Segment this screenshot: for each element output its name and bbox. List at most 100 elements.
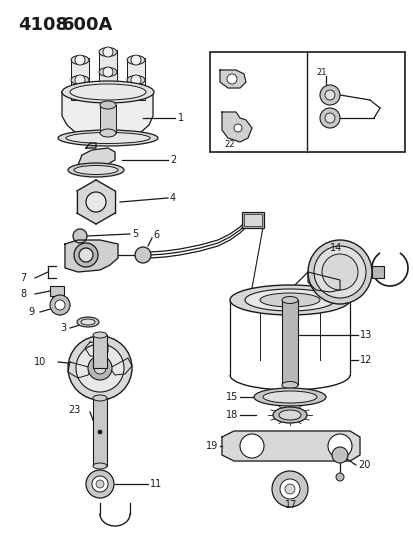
Circle shape — [103, 47, 113, 57]
Ellipse shape — [70, 84, 146, 100]
Circle shape — [335, 473, 343, 481]
Text: 21: 21 — [315, 68, 326, 77]
Circle shape — [50, 295, 70, 315]
Circle shape — [75, 55, 85, 65]
Text: 2: 2 — [170, 155, 176, 165]
Text: 1: 1 — [178, 113, 184, 123]
Bar — [93, 335, 107, 368]
Text: 15: 15 — [225, 392, 237, 402]
Polygon shape — [77, 180, 115, 224]
Circle shape — [79, 248, 93, 262]
Text: 4: 4 — [170, 193, 176, 203]
Ellipse shape — [93, 463, 107, 469]
Text: 12: 12 — [359, 355, 371, 365]
Ellipse shape — [71, 55, 89, 64]
Ellipse shape — [93, 395, 107, 401]
Circle shape — [131, 55, 141, 65]
Ellipse shape — [81, 319, 95, 325]
Ellipse shape — [77, 317, 99, 327]
Circle shape — [135, 247, 151, 263]
Ellipse shape — [100, 101, 116, 109]
Text: 18: 18 — [225, 410, 237, 420]
Bar — [99, 70, 117, 92]
Bar — [50, 286, 64, 296]
Circle shape — [98, 430, 102, 434]
Polygon shape — [85, 342, 108, 356]
Circle shape — [103, 67, 113, 77]
Polygon shape — [65, 240, 118, 272]
Text: 20: 20 — [357, 460, 370, 470]
Ellipse shape — [62, 81, 154, 103]
Circle shape — [331, 447, 347, 463]
Circle shape — [324, 90, 334, 100]
Ellipse shape — [127, 76, 145, 85]
Circle shape — [313, 246, 365, 298]
Bar — [209, 52, 404, 152]
Bar — [242, 212, 263, 228]
Ellipse shape — [66, 133, 150, 143]
Text: 10: 10 — [34, 357, 46, 367]
Bar — [371, 266, 383, 278]
Polygon shape — [219, 70, 245, 88]
Bar — [93, 398, 107, 466]
Circle shape — [279, 479, 299, 499]
Text: 6: 6 — [153, 230, 159, 240]
Text: 11: 11 — [150, 479, 162, 489]
Text: 17: 17 — [284, 500, 297, 510]
Text: 7: 7 — [20, 273, 26, 283]
Text: 13: 13 — [359, 330, 371, 340]
Bar — [127, 78, 145, 100]
Circle shape — [307, 240, 371, 304]
Text: 5: 5 — [132, 229, 138, 239]
Circle shape — [74, 243, 98, 267]
Bar — [100, 105, 116, 133]
Polygon shape — [110, 358, 132, 375]
Ellipse shape — [58, 130, 158, 146]
Text: 22: 22 — [223, 140, 234, 149]
Polygon shape — [68, 362, 92, 378]
Circle shape — [233, 124, 242, 132]
Text: 8: 8 — [20, 289, 26, 299]
Ellipse shape — [99, 68, 117, 77]
Text: 14: 14 — [329, 243, 342, 253]
Ellipse shape — [272, 407, 306, 423]
Bar — [99, 50, 117, 72]
Ellipse shape — [127, 55, 145, 64]
Circle shape — [86, 192, 106, 212]
Ellipse shape — [74, 166, 118, 174]
Circle shape — [86, 470, 114, 498]
Circle shape — [324, 113, 334, 123]
Bar — [71, 78, 89, 100]
Circle shape — [96, 480, 104, 488]
Text: 4108: 4108 — [18, 16, 68, 34]
Ellipse shape — [259, 293, 319, 307]
Circle shape — [284, 484, 294, 494]
Ellipse shape — [281, 382, 297, 389]
Circle shape — [271, 471, 307, 507]
Circle shape — [327, 434, 351, 458]
Bar — [71, 58, 89, 80]
Ellipse shape — [244, 289, 334, 311]
Circle shape — [319, 108, 339, 128]
Text: 19: 19 — [205, 441, 218, 451]
Circle shape — [94, 362, 106, 374]
Ellipse shape — [254, 388, 325, 406]
Text: 600A: 600A — [62, 16, 113, 34]
Ellipse shape — [262, 391, 316, 403]
Circle shape — [226, 74, 236, 84]
Circle shape — [55, 300, 65, 310]
Circle shape — [92, 476, 108, 492]
Circle shape — [68, 336, 132, 400]
Circle shape — [75, 75, 85, 85]
Ellipse shape — [68, 163, 124, 177]
Text: 9: 9 — [28, 307, 34, 317]
Ellipse shape — [100, 129, 116, 137]
Ellipse shape — [93, 332, 107, 338]
Polygon shape — [62, 92, 153, 138]
Circle shape — [319, 85, 339, 105]
Ellipse shape — [230, 285, 349, 315]
Circle shape — [76, 344, 124, 392]
Text: 3: 3 — [60, 323, 66, 333]
Polygon shape — [78, 148, 115, 166]
Ellipse shape — [278, 410, 300, 420]
